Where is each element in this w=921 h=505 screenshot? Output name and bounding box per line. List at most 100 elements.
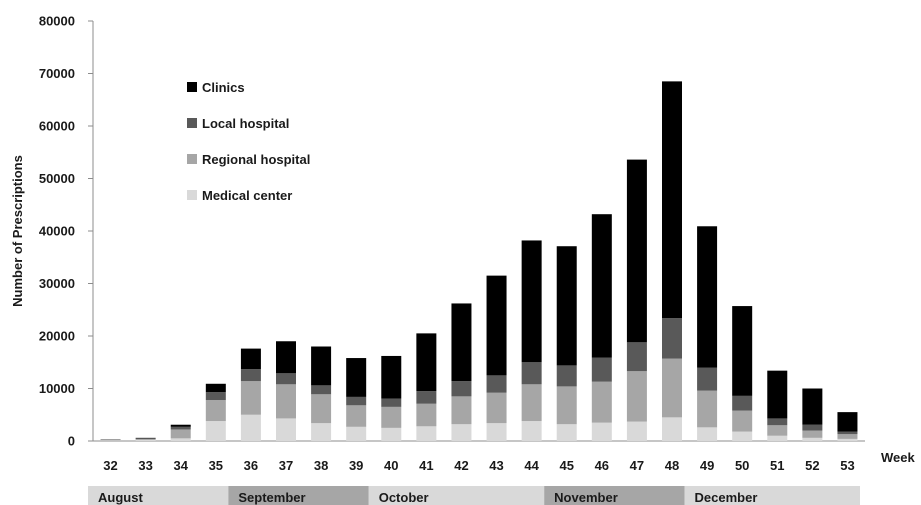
- bar-segment-medical-center: [276, 418, 296, 441]
- month-label: October: [379, 490, 429, 505]
- bar-segment-clinics: [837, 412, 858, 432]
- bar-segment-local-hospital: [346, 396, 367, 406]
- x-tick-label: 52: [805, 458, 819, 473]
- month-label: August: [98, 490, 143, 505]
- bar-segment-regional-hospital: [205, 400, 226, 422]
- x-tick-label: 43: [489, 458, 503, 473]
- bar-segment-medical-center: [767, 435, 788, 441]
- x-tick-label: 34: [173, 458, 188, 473]
- y-tick-label: 20000: [39, 329, 75, 344]
- bar-segment-clinics: [170, 424, 191, 427]
- y-tick-label: 10000: [39, 381, 75, 396]
- bar-segment-regional-hospital: [276, 384, 296, 419]
- bar-segment-local-hospital: [416, 391, 437, 404]
- bar-segment-clinics: [767, 370, 788, 419]
- x-tick-label: 48: [665, 458, 679, 473]
- x-tick-label: 46: [595, 458, 609, 473]
- bar-segment-medical-center: [521, 421, 542, 441]
- bar-segment-medical-center: [626, 421, 647, 441]
- legend-swatch: [187, 154, 197, 164]
- x-tick-label: 35: [209, 458, 223, 473]
- bar-segment-regional-hospital: [416, 403, 437, 427]
- legend-label: Medical center: [202, 188, 292, 203]
- bar-segment-clinics: [802, 388, 823, 425]
- y-tick-label: 40000: [39, 224, 75, 239]
- bar-segment-local-hospital: [451, 381, 472, 397]
- y-tick-label: 80000: [39, 14, 75, 29]
- bar-segment-local-hospital: [732, 395, 753, 411]
- month-band: [228, 486, 369, 505]
- bar-segment-local-hospital: [276, 373, 296, 385]
- bar-segment-medical-center: [486, 423, 507, 441]
- bar-segment-clinics: [311, 346, 332, 386]
- y-tick-label: 0: [68, 434, 75, 449]
- bar-segment-regional-hospital: [135, 438, 156, 440]
- x-tick-label: 39: [349, 458, 363, 473]
- x-tick-label: 41: [419, 458, 433, 473]
- bar-segment-medical-center: [311, 423, 332, 441]
- bar-segment-regional-hospital: [311, 394, 332, 424]
- bar-segment-regional-hospital: [556, 386, 577, 425]
- legend-swatch: [187, 118, 197, 128]
- bar-segment-medical-center: [556, 424, 577, 441]
- x-tick-label: 40: [384, 458, 398, 473]
- bar-segment-local-hospital: [697, 367, 718, 391]
- month-label: December: [695, 490, 758, 505]
- bar-segment-clinics: [240, 348, 261, 370]
- bar-segment-local-hospital: [381, 398, 402, 407]
- x-tick-label: 50: [735, 458, 749, 473]
- legend-swatch: [187, 82, 197, 92]
- bar-segment-regional-hospital: [346, 405, 367, 427]
- bar-segment-clinics: [521, 240, 542, 363]
- bar-segment-local-hospital: [556, 365, 577, 387]
- bar-segment-regional-hospital: [451, 396, 472, 425]
- bar-segment-local-hospital: [240, 369, 261, 382]
- bar-segment-clinics: [205, 383, 226, 393]
- month-label: November: [554, 490, 618, 505]
- bar-segment-medical-center: [451, 424, 472, 441]
- bar-segment-regional-hospital: [170, 429, 191, 439]
- x-tick-label: 42: [454, 458, 468, 473]
- bar-segment-local-hospital: [662, 318, 682, 359]
- bar-segment-regional-hospital: [521, 384, 542, 422]
- bar-segment-local-hospital: [767, 418, 788, 426]
- bar-segment-medical-center: [135, 439, 156, 441]
- bar-segment-local-hospital: [626, 342, 647, 372]
- legend-swatch: [187, 190, 197, 200]
- bar-segment-clinics: [346, 358, 367, 397]
- y-tick-label: 60000: [39, 119, 75, 134]
- bar-segment-medical-center: [837, 438, 858, 441]
- legend-label: Local hospital: [202, 116, 289, 131]
- y-axis-label: Number of Prescriptions: [10, 155, 25, 307]
- bar-segment-clinics: [381, 355, 402, 399]
- bar-segment-medical-center: [732, 431, 753, 441]
- bar-segment-local-hospital: [802, 424, 823, 431]
- y-tick-label: 50000: [39, 171, 75, 186]
- bar-segment-regional-hospital: [837, 434, 858, 439]
- bar-segment-medical-center: [170, 438, 191, 441]
- bar-segment-regional-hospital: [240, 381, 261, 415]
- x-tick-label: 37: [279, 458, 293, 473]
- bar-segment-medical-center: [205, 421, 226, 441]
- bar-segment-regional-hospital: [802, 430, 823, 438]
- bar-segment-clinics: [556, 246, 577, 366]
- bar-segment-medical-center: [802, 437, 823, 441]
- bar-segment-medical-center: [240, 414, 261, 441]
- bar-segment-local-hospital: [311, 385, 332, 395]
- bar-segment-regional-hospital: [591, 381, 612, 423]
- x-tick-label: 36: [244, 458, 258, 473]
- bar-segment-clinics: [591, 214, 612, 358]
- bar-segment-local-hospital: [837, 431, 858, 435]
- bar-segment-regional-hospital: [697, 390, 718, 428]
- bar-segment-regional-hospital: [662, 358, 682, 418]
- bar-segment-regional-hospital: [732, 410, 753, 432]
- bar-segment-medical-center: [662, 417, 682, 441]
- bar-segment-local-hospital: [486, 375, 507, 393]
- bar-segment-clinics: [135, 437, 156, 439]
- bar-segment-local-hospital: [205, 392, 226, 401]
- x-tick-label: 45: [559, 458, 573, 473]
- legend-label: Regional hospital: [202, 152, 310, 167]
- x-tick-label: 53: [840, 458, 854, 473]
